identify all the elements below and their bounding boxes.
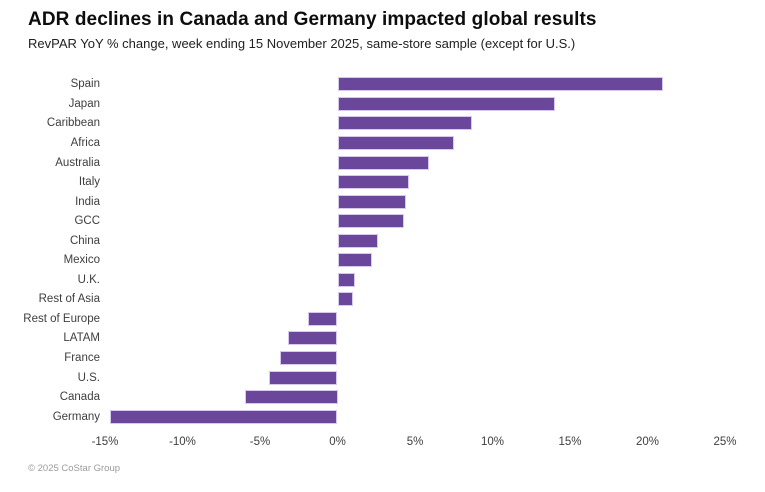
- category-label-china: China: [69, 234, 100, 247]
- category-label-australia: Australia: [55, 156, 100, 169]
- category-label-france: France: [64, 352, 100, 364]
- bar-rest-of-europe: [308, 311, 338, 326]
- bar-rest-of-asia: [337, 292, 353, 307]
- bar-mexico: [337, 253, 372, 268]
- x-tick--5pct: -5%: [249, 436, 271, 448]
- category-label-u-s: U.S.: [77, 371, 100, 384]
- x-tick-0pct: 0%: [329, 436, 346, 448]
- bar-gcc: [337, 214, 405, 229]
- x-tick-5pct: 5%: [406, 436, 424, 448]
- x-tick-10pct: 10%: [480, 436, 505, 448]
- bar-germany: [109, 409, 338, 424]
- bar-spain: [337, 77, 663, 92]
- category-label-u-k: U.K.: [77, 273, 100, 286]
- bar-canada: [244, 390, 338, 405]
- bar-india: [337, 194, 406, 209]
- bar-japan: [337, 96, 555, 111]
- bar-france: [280, 351, 338, 365]
- category-label-canada: Canada: [59, 391, 100, 404]
- bar-australia: [337, 155, 429, 170]
- category-label-spain: Spain: [70, 78, 100, 91]
- category-label-germany: Germany: [52, 410, 100, 423]
- x-tick-20pct: 20%: [635, 436, 660, 448]
- bar-u-s: [269, 370, 338, 385]
- bar-africa: [337, 135, 454, 150]
- x-tick--10pct: -10%: [169, 436, 196, 448]
- x-tick-15pct: 15%: [558, 436, 582, 448]
- bar-u-k: [337, 272, 355, 287]
- chart-subtitle: RevPAR YoY % change, week ending 15 Nove…: [28, 36, 576, 51]
- category-label-africa: Africa: [70, 136, 100, 149]
- bar-china: [337, 233, 378, 248]
- x-tick--15pct: -15%: [91, 436, 119, 448]
- bar-italy: [337, 175, 409, 190]
- category-label-india: India: [75, 195, 100, 208]
- x-tick-25pct: 25%: [713, 436, 737, 448]
- category-label-rest-of-europe: Rest of Europe: [23, 312, 100, 325]
- category-label-gcc: GCC: [74, 215, 100, 228]
- bar-caribbean: [337, 116, 473, 131]
- category-label-mexico: Mexico: [63, 254, 100, 267]
- copyright-note: © 2025 CoStar Group: [28, 463, 121, 474]
- category-label-caribbean: Caribbean: [46, 117, 100, 130]
- category-label-latam: LATAM: [63, 332, 100, 345]
- category-label-japan: Japan: [68, 97, 100, 110]
- category-label-rest-of-asia: Rest of Asia: [38, 293, 100, 306]
- category-label-italy: Italy: [78, 176, 100, 189]
- bar-latam: [287, 331, 338, 346]
- chart-title: ADR declines in Canada and Germany impac…: [28, 9, 597, 30]
